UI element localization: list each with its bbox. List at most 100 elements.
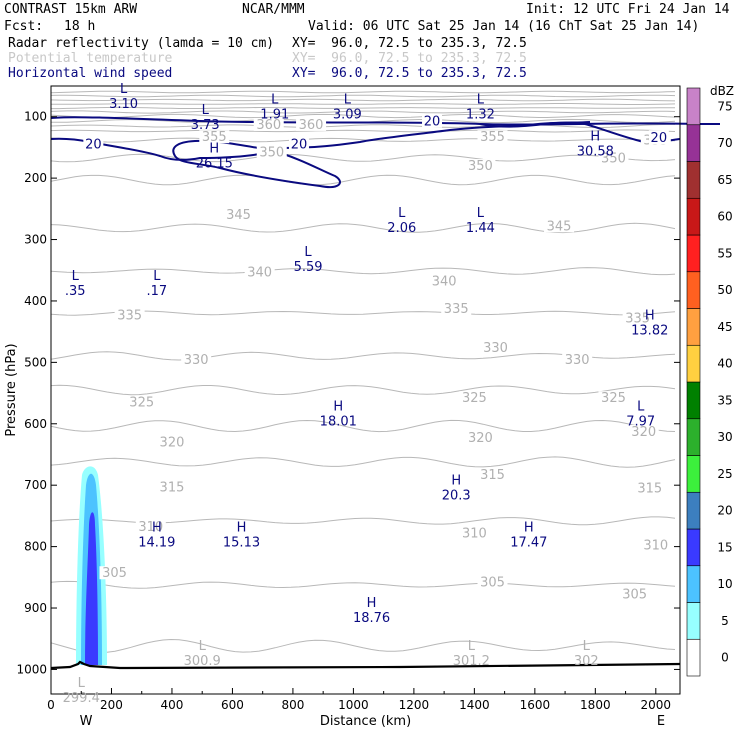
theta-label-bg: [477, 467, 508, 481]
extremum-marker: H: [645, 309, 655, 324]
wind-label: 20: [291, 137, 308, 152]
theta-label: 310: [462, 526, 487, 541]
theta-label: 320: [468, 431, 493, 446]
theta-label-bg: [619, 587, 650, 601]
extremum-marker: L: [477, 92, 485, 107]
theta-label-bg: [429, 274, 460, 288]
theta-label-bg: [253, 117, 284, 131]
extremum-marker: L: [583, 639, 591, 654]
theta-label-bg: [598, 391, 629, 405]
theta-label-bg: [640, 538, 671, 552]
field-theta-name: Potential temperature: [8, 51, 173, 66]
theta-contour: [50, 638, 676, 654]
theta-label: 335: [444, 302, 469, 317]
theta-label-bg: [223, 208, 254, 222]
model-title: CONTRAST 15km ARW: [4, 2, 138, 17]
colorbar-level-label: 0: [721, 651, 729, 665]
colorbar-swatch: [686, 87, 701, 126]
colorbar-swatch: [686, 271, 701, 309]
theta-contour: [51, 103, 676, 105]
org-label: NCAR/MMM: [242, 2, 305, 17]
x-tick-label: 0: [47, 698, 55, 712]
colorbar-level-label: 50: [717, 283, 732, 297]
theta-label-bg: [477, 130, 508, 144]
theta-label-bg: [598, 151, 629, 165]
theta-label-bg: [114, 308, 145, 322]
theta-label: 340: [247, 265, 272, 280]
theta-label-bg: [256, 145, 287, 159]
theta-label-bg: [459, 391, 490, 405]
theta-label: 335: [625, 311, 650, 326]
extremum-marker: H: [451, 473, 461, 488]
extremum-marker: L: [202, 103, 210, 118]
colorbar-level-label: 25: [717, 467, 732, 481]
extremum-marker: H: [524, 521, 534, 536]
theta-label: 350: [468, 159, 493, 174]
extremum-value: 300.9: [184, 654, 221, 669]
theta-contour: [50, 174, 676, 186]
extremum-value: 1.32: [466, 107, 495, 122]
theta-label-bg: [441, 302, 472, 316]
extremum-value: 7.97: [626, 415, 655, 430]
theta-label: 360: [299, 118, 324, 133]
theta-contour: [50, 123, 675, 128]
y-tick-label: 100: [24, 110, 47, 124]
y-tick-label: 700: [24, 478, 47, 492]
colorbar-swatch: [686, 491, 701, 530]
extremum-value: 301.2: [453, 654, 490, 669]
extremum-value: 30.58: [577, 144, 614, 159]
theta-contour: [50, 456, 676, 468]
extremum-marker: H: [590, 129, 600, 144]
theta-contour: [50, 419, 676, 433]
extremum-marker: H: [209, 142, 219, 157]
extremum-value: 5.59: [294, 260, 323, 275]
theta-label-bg: [135, 520, 166, 534]
wind-label-bg: [648, 130, 669, 145]
y-tick-label: 900: [24, 601, 47, 615]
x-tick-label: 800: [281, 698, 304, 712]
theta-label-bg: [244, 265, 275, 279]
theta-contour: [50, 580, 676, 589]
extremum-marker: L: [72, 269, 80, 284]
theta-label: 330: [565, 353, 590, 368]
x-tick-label: 200: [100, 698, 123, 712]
field-reflectivity-xy: XY= 96.0, 72.5 to 235.3, 72.5: [292, 36, 527, 51]
extremum-value: 302: [574, 654, 599, 669]
x-tick-label: 600: [221, 698, 244, 712]
theta-label: 335: [117, 308, 142, 323]
extremum-marker: L: [199, 639, 207, 654]
theta-label-bg: [465, 159, 496, 173]
extremum-value: 299.4: [63, 691, 100, 706]
colorbar-swatch: [686, 124, 701, 162]
y-tick-label: 400: [24, 294, 47, 308]
extremum-marker: L: [468, 639, 476, 654]
theta-contour: [50, 98, 676, 102]
wind-contour-20: [172, 139, 341, 188]
colorbar-level-label: 30: [717, 430, 732, 444]
fcst-label: Fcst:: [4, 19, 44, 34]
theta-contour: [51, 106, 676, 110]
x-tick-label: 1400: [459, 698, 490, 712]
theta-label-bg: [628, 424, 659, 438]
y-tick-label: 500: [24, 355, 47, 369]
theta-label-bg: [622, 311, 653, 325]
colorbar-swatch: [686, 638, 701, 677]
theta-label: 355: [480, 130, 505, 145]
theta-contour: [50, 110, 676, 114]
x-tick-label: 1000: [338, 698, 369, 712]
theta-label-bg: [634, 481, 665, 495]
colorbar-level-label: 70: [717, 136, 732, 150]
x-tick-label: 1600: [520, 698, 551, 712]
terrain: [50, 660, 681, 670]
theta-contour: [50, 113, 676, 119]
colorbar-swatch: [686, 234, 701, 273]
extremum-value: 3.10: [109, 97, 138, 112]
wind-label-bg: [288, 136, 309, 151]
extremum-value: .17: [146, 284, 167, 299]
extremum-value: 1.91: [260, 107, 289, 122]
extremum-marker: H: [367, 596, 377, 611]
colorbar-level-label: 15: [717, 540, 732, 554]
theta-contour: [50, 267, 676, 276]
wind-label: 20: [651, 131, 668, 146]
